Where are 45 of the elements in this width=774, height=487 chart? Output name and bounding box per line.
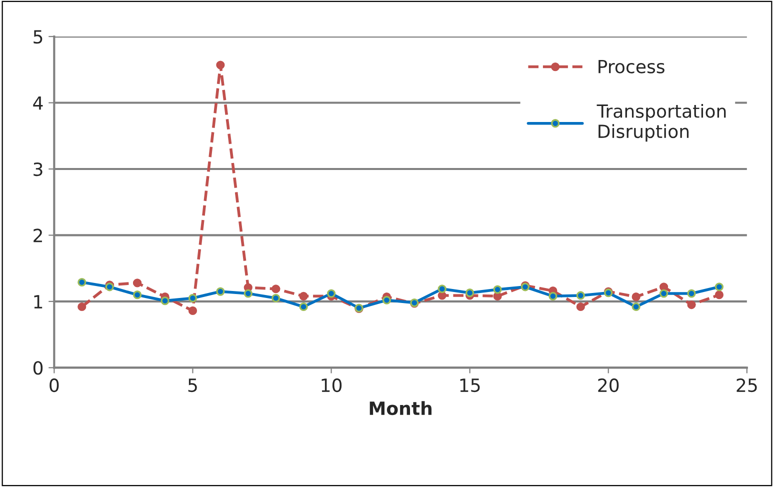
point bbox=[632, 302, 640, 312]
point bbox=[133, 278, 142, 288]
legend-label: Transportation Disruption bbox=[596, 104, 726, 142]
point bbox=[714, 282, 724, 292]
point bbox=[244, 289, 252, 298]
y-tick-label: 5 bbox=[34, 30, 42, 44]
x-tick-label: 25 bbox=[736, 378, 757, 392]
x-tick-label: 10 bbox=[322, 378, 342, 392]
point bbox=[216, 287, 225, 296]
point bbox=[299, 302, 308, 312]
legend-label: Process bbox=[598, 60, 664, 74]
point bbox=[78, 302, 86, 312]
point bbox=[714, 290, 724, 300]
point bbox=[659, 289, 668, 298]
point bbox=[576, 291, 585, 300]
y-tick-label: 2 bbox=[34, 228, 42, 242]
point bbox=[632, 292, 640, 302]
x-tick-label: 15 bbox=[460, 378, 480, 392]
point bbox=[272, 284, 280, 294]
point bbox=[687, 289, 696, 298]
point bbox=[659, 282, 668, 292]
y-tick-label: 3 bbox=[34, 162, 42, 176]
y-tick-label: 4 bbox=[33, 96, 43, 110]
point bbox=[382, 296, 391, 304]
point bbox=[188, 294, 198, 302]
point bbox=[133, 290, 142, 300]
point bbox=[493, 285, 502, 294]
point bbox=[188, 306, 198, 316]
point bbox=[548, 292, 558, 300]
point bbox=[438, 284, 446, 294]
x-axis-title: Month bbox=[370, 401, 432, 416]
point bbox=[466, 288, 474, 298]
point bbox=[299, 292, 308, 300]
point bbox=[326, 289, 336, 298]
x-tick-label: 0 bbox=[50, 378, 59, 392]
point bbox=[272, 294, 280, 302]
x-tick-label: 5 bbox=[188, 378, 197, 392]
y-tick-label: 0 bbox=[33, 361, 43, 375]
point bbox=[216, 60, 225, 70]
point bbox=[160, 296, 170, 306]
point bbox=[687, 300, 696, 310]
point bbox=[78, 278, 86, 287]
y-tick-label: 1 bbox=[34, 295, 42, 308]
point bbox=[576, 302, 585, 312]
x-tick-label: 20 bbox=[598, 378, 619, 392]
